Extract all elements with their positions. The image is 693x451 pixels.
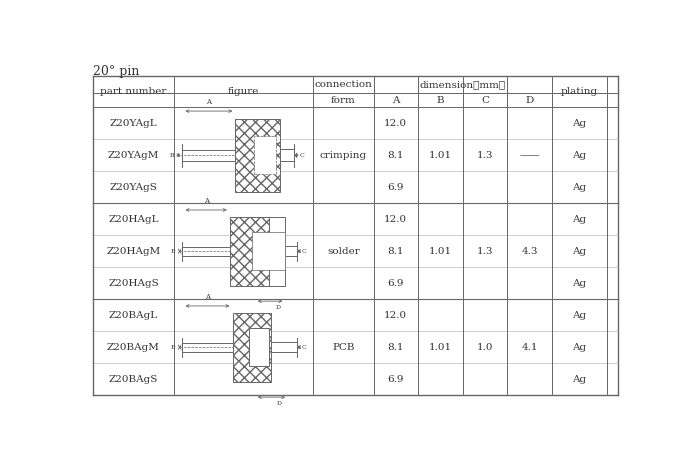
Text: connection: connection (315, 80, 372, 89)
Text: 12.0: 12.0 (384, 215, 407, 224)
Text: B: B (170, 153, 174, 158)
Text: Ag: Ag (572, 247, 586, 256)
Text: 12.0: 12.0 (384, 119, 407, 128)
Text: 1.3: 1.3 (477, 247, 493, 256)
Text: 1.0: 1.0 (477, 343, 493, 352)
Text: solder: solder (327, 247, 360, 256)
Text: Z20YAgM: Z20YAgM (108, 151, 159, 160)
Text: D: D (276, 305, 281, 310)
Bar (252, 216, 286, 286)
Text: figure: figure (228, 87, 259, 97)
Text: A: A (205, 293, 210, 301)
Text: Ag: Ag (572, 151, 586, 160)
Text: 4.3: 4.3 (521, 247, 538, 256)
Bar (252, 232, 286, 271)
Text: Z20BAgL: Z20BAgL (109, 311, 158, 320)
Text: 8.1: 8.1 (387, 247, 404, 256)
Bar (182, 247, 249, 256)
Text: B: B (171, 249, 175, 254)
Text: A: A (392, 96, 400, 105)
Text: 1.01: 1.01 (429, 343, 452, 352)
Text: A: A (207, 98, 211, 106)
Text: part number: part number (100, 87, 167, 97)
Text: 1.3: 1.3 (477, 151, 493, 160)
Bar (233, 313, 272, 382)
Text: crimping: crimping (319, 151, 367, 160)
Text: Z20YAgS: Z20YAgS (109, 183, 157, 192)
Text: 4.1: 4.1 (521, 343, 538, 352)
Bar (230, 216, 269, 286)
Text: D: D (277, 401, 282, 406)
Text: Z20HAgL: Z20HAgL (108, 215, 159, 224)
Text: ——: —— (519, 151, 540, 160)
Text: D: D (525, 96, 534, 105)
Text: C: C (302, 345, 307, 350)
Text: B: B (437, 96, 444, 105)
Text: Z20BAgS: Z20BAgS (109, 375, 158, 384)
Text: Ag: Ag (572, 119, 586, 128)
Text: Ag: Ag (572, 375, 586, 384)
Text: Z20BAgM: Z20BAgM (107, 343, 160, 352)
Text: C: C (302, 249, 307, 254)
Text: 1.01: 1.01 (429, 151, 452, 160)
Text: Ag: Ag (572, 279, 586, 288)
Text: Ag: Ag (572, 215, 586, 224)
Bar (236, 119, 280, 192)
Text: PCB: PCB (332, 343, 355, 352)
Text: 8.1: 8.1 (387, 151, 404, 160)
Text: Ag: Ag (572, 311, 586, 320)
Text: B: B (171, 345, 175, 350)
Text: 20° pin: 20° pin (93, 65, 139, 78)
Text: Z20YAgL: Z20YAgL (109, 119, 157, 128)
Bar (286, 246, 297, 256)
Bar (280, 149, 294, 161)
Bar (272, 342, 297, 352)
Text: Z20HAgS: Z20HAgS (108, 279, 159, 288)
Text: form: form (331, 96, 356, 105)
Bar (254, 136, 277, 175)
Text: C: C (481, 96, 489, 105)
Text: 1.01: 1.01 (429, 247, 452, 256)
Text: C: C (299, 153, 304, 158)
Text: A: A (204, 197, 209, 205)
Text: Z20HAgM: Z20HAgM (106, 247, 161, 256)
Text: 6.9: 6.9 (387, 279, 404, 288)
Bar (182, 343, 247, 351)
Text: 12.0: 12.0 (384, 311, 407, 320)
Text: 8.1: 8.1 (387, 343, 404, 352)
Text: Ag: Ag (572, 183, 586, 192)
Bar (182, 150, 241, 161)
Text: 6.9: 6.9 (387, 183, 404, 192)
Text: Ag: Ag (572, 343, 586, 352)
Bar (249, 328, 269, 366)
Text: 6.9: 6.9 (387, 375, 404, 384)
Text: dimension（mm）: dimension（mm） (420, 80, 506, 89)
Text: plating: plating (561, 87, 598, 97)
